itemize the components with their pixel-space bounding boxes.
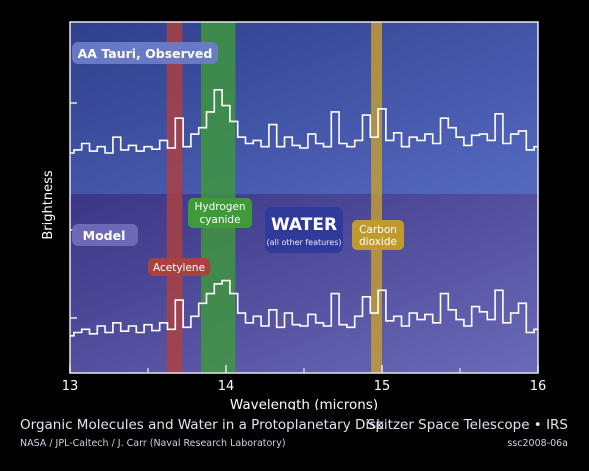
co2-text-2: dioxide [359,236,397,248]
hcn-annotation: Hydrogen cyanide [188,198,252,228]
credit-line: NASA / JPL-Caltech / J. Carr (Naval Rese… [20,438,286,449]
model-label: Model [72,224,138,246]
model-series-line [70,279,538,337]
image-id: ssc2008-06a [507,438,568,449]
x-tick-label-14: 14 [218,379,235,394]
model-label-text: Model [83,228,126,243]
band-hydrogen-cyanide [201,22,236,373]
band-acetylene [166,22,183,373]
water-text: WATER [271,215,337,235]
hcn-text-2: cyanide [199,214,240,226]
y-axis-label: Brightness [41,170,56,239]
spectrum-chart: 13 14 15 16 Brightness Wavelength (microns)… [41,21,547,410]
acetylene-text: Acetylene [153,262,205,274]
observed-series-line [70,89,538,154]
observed-label: AA Tauri, Observed [72,42,218,64]
x-tick-label-16: 16 [530,379,547,394]
acetylene-annotation: Acetylene [148,258,210,276]
co2-annotation: Carbon dioxide [352,220,404,250]
figure-title: Organic Molecules and Water in a Protopl… [20,417,384,433]
band-carbon-dioxide [371,22,382,373]
hcn-text-1: Hydrogen [194,201,245,213]
observed-label-text: AA Tauri, Observed [78,46,213,61]
x-tick-label-15: 15 [374,379,391,394]
x-axis-label: Wavelength (microns) [230,397,378,410]
mission-label: Spitzer Space Telescope • IRS [366,417,568,433]
x-tick-label-13: 13 [62,379,79,394]
water-annotation: WATER (all other features) [265,207,343,253]
water-sub-text: (all other features) [266,238,341,247]
co2-text-1: Carbon [359,224,397,236]
